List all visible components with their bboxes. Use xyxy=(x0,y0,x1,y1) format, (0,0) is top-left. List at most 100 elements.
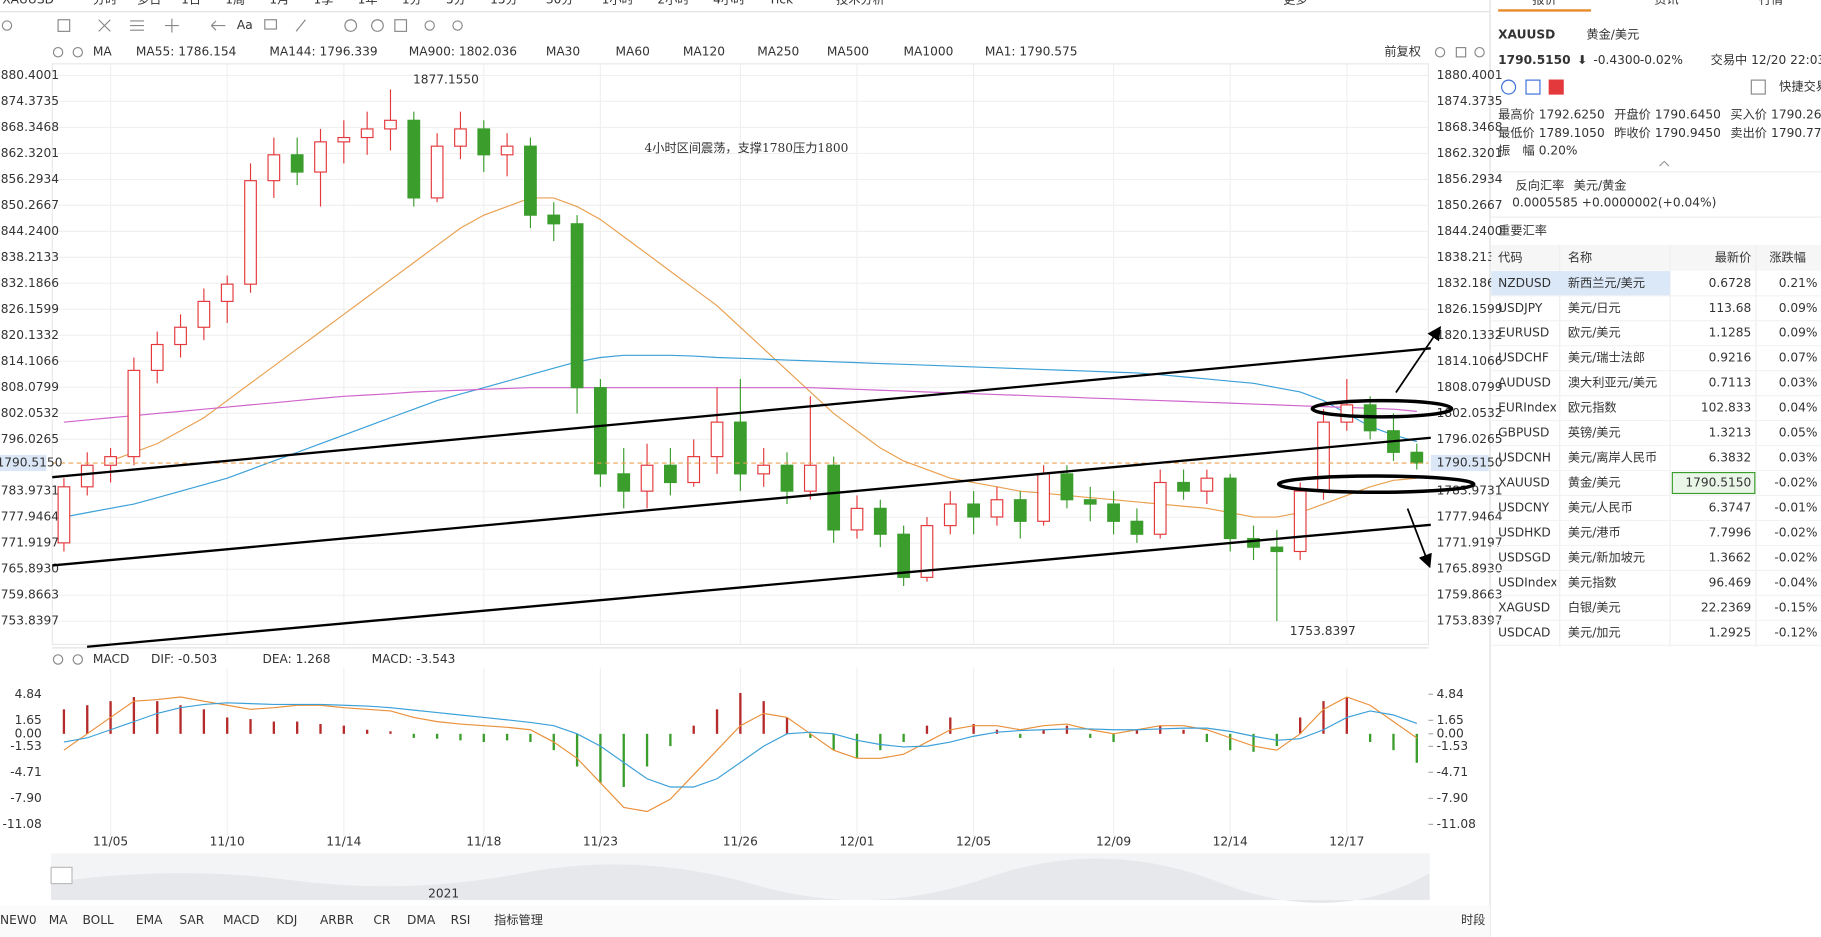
drawn-arrow xyxy=(1395,325,1442,393)
macd-bar xyxy=(1415,733,1418,763)
indicator-tab[interactable]: BOLL xyxy=(82,913,114,927)
indicator-tab[interactable]: MACD xyxy=(223,913,260,927)
rate-code[interactable]: EURIndex xyxy=(1498,401,1557,415)
annotation: 4小时区间震荡，支撑1780压力1800 xyxy=(645,140,849,155)
rate-code[interactable]: AUDUSD xyxy=(1498,376,1551,390)
indicator-tab[interactable]: DMA xyxy=(407,913,436,927)
macd-bar xyxy=(179,705,182,734)
rate-code[interactable]: XAGUSD xyxy=(1498,600,1550,614)
row-selected xyxy=(1491,271,1671,296)
ma-legend-inactive: MA120 xyxy=(683,45,725,59)
macd-bar xyxy=(226,717,229,734)
candle-body xyxy=(360,128,374,139)
rates-header[interactable]: 代码 xyxy=(1498,250,1522,264)
rate-code[interactable]: NZDUSD xyxy=(1498,276,1551,290)
rate-change: 0.07% xyxy=(1779,351,1818,365)
ma-legend-inactive: MA60 xyxy=(616,45,650,59)
period-tab[interactable]: 1日 xyxy=(181,0,201,6)
period-tab[interactable]: 分时 xyxy=(93,0,117,6)
rate-code[interactable]: USDCHF xyxy=(1498,351,1549,365)
macd-tick-label: 1.65 xyxy=(1437,713,1464,727)
rate-code[interactable]: USDCNH xyxy=(1498,451,1551,465)
rate-price: 1.3213 xyxy=(1709,426,1752,440)
rate-code[interactable]: EURUSD xyxy=(1498,326,1549,340)
rate-code[interactable]: USDCNY xyxy=(1498,500,1550,514)
macd-bar xyxy=(272,721,276,734)
y-tick-label-left: 1765.8930 xyxy=(0,562,59,576)
candle-body xyxy=(780,464,794,492)
rate-code[interactable]: GBPUSD xyxy=(1498,426,1549,440)
indicator-tab[interactable]: MA xyxy=(49,913,69,927)
macd-bar xyxy=(482,733,485,742)
panel-tab[interactable]: 资讯 xyxy=(1654,0,1678,6)
period-tab[interactable]: 5分 xyxy=(446,0,466,6)
macd-line xyxy=(63,696,1418,813)
period-tab[interactable]: 1小时 xyxy=(602,0,634,6)
adjust-button[interactable]: 前复权 xyxy=(1384,44,1421,59)
y-tick-label: 1777.9464 xyxy=(1437,510,1503,524)
rate-code[interactable]: USDSGD xyxy=(1498,550,1551,564)
rates-header[interactable]: 涨跌幅 xyxy=(1769,249,1806,264)
period-tab[interactable]: 技术分析 xyxy=(836,0,885,6)
rates-header[interactable]: 最新价 xyxy=(1715,249,1752,264)
panel-tab[interactable]: 报价 xyxy=(1532,0,1556,6)
indicator-tab[interactable]: EMA xyxy=(136,913,163,927)
indicator-tab[interactable]: CR xyxy=(373,913,391,927)
trend-line xyxy=(86,523,1431,648)
candle-body xyxy=(850,507,864,531)
rate-code[interactable]: USDJPY xyxy=(1498,301,1543,315)
indicator-tab[interactable]: SAR xyxy=(179,913,204,927)
rates-header-bg xyxy=(1491,244,1821,271)
rate-change: 0.03% xyxy=(1779,451,1818,465)
min-label: 1753.8397 xyxy=(1290,624,1356,638)
toolbar-icons xyxy=(1,18,1766,665)
period-tab[interactable]: 1分 xyxy=(402,0,422,6)
indicator-tab[interactable]: RSI xyxy=(451,913,471,927)
period-tab[interactable]: 15分 xyxy=(490,0,518,6)
macd-bar xyxy=(925,725,929,734)
collapse-caret xyxy=(1659,160,1670,167)
period-tab[interactable]: Tick xyxy=(768,0,794,6)
session-button[interactable]: 时段 xyxy=(1461,912,1485,927)
candle-body xyxy=(430,145,444,199)
candle-body xyxy=(1340,404,1354,423)
macd-bar xyxy=(1229,733,1232,751)
period-tab[interactable]: 1周 xyxy=(225,0,245,6)
quick-trade[interactable]: 快捷交易 xyxy=(1779,79,1821,94)
macd-legend: DIF: -0.503 xyxy=(151,652,217,666)
stat-value: 1790.6450 xyxy=(1655,107,1721,121)
period-tab[interactable]: 2小时 xyxy=(657,0,689,6)
last-price-label: 1790.5150 xyxy=(1437,456,1503,470)
indicator-tab[interactable]: KDJ xyxy=(276,913,297,927)
candle-body xyxy=(757,464,771,475)
candle-body xyxy=(1410,451,1424,464)
text-tool[interactable]: Aa xyxy=(237,18,253,32)
period-tab[interactable]: 4小时 xyxy=(713,0,745,6)
candle-body xyxy=(990,499,1004,518)
rate-code[interactable]: XAUUSD xyxy=(1498,476,1550,490)
indicator-tab[interactable]: ARBR xyxy=(320,913,354,927)
macd-bar xyxy=(249,719,252,734)
indicator-tab[interactable]: 指标管理 xyxy=(494,912,543,927)
period-tab[interactable]: 1月 xyxy=(269,0,289,6)
period-tab[interactable]: 30分 xyxy=(546,0,574,6)
navigator-handle[interactable] xyxy=(50,866,73,885)
more-button[interactable]: 更多 xyxy=(1283,0,1307,6)
y-tick-label-left: 1838.2133 xyxy=(0,250,59,264)
period-tab[interactable]: 1季 xyxy=(314,0,334,6)
rate-code[interactable]: USDCAD xyxy=(1498,625,1550,639)
period-tab[interactable]: 多日 xyxy=(137,0,161,6)
candle-body xyxy=(943,503,957,527)
macd-bar xyxy=(645,733,649,767)
panel-tab[interactable]: 行情 xyxy=(1759,0,1783,6)
period-tab[interactable]: XAUUSD xyxy=(2,0,54,6)
rate-code[interactable]: USDIndex xyxy=(1498,575,1558,589)
macd-bar xyxy=(435,733,439,739)
candle-body xyxy=(290,154,304,173)
rates-header[interactable]: 名称 xyxy=(1568,249,1592,264)
rate-name: 美元/港币 xyxy=(1568,525,1621,539)
period-tab[interactable]: 1年 xyxy=(358,0,378,6)
rate-code[interactable]: USDHKD xyxy=(1498,525,1551,539)
macd-bar xyxy=(1392,733,1395,751)
